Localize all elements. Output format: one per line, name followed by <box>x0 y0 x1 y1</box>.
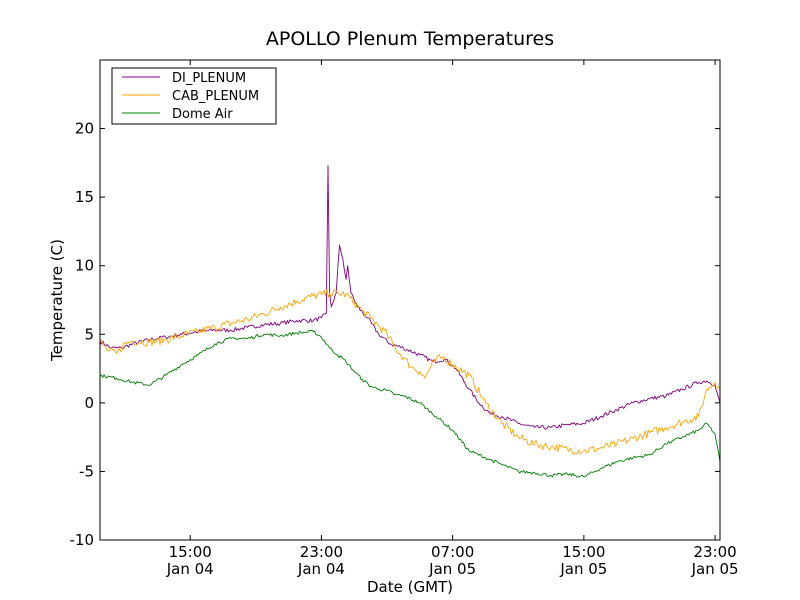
series-layer <box>100 165 720 478</box>
y-axis-label: Temperature (C) <box>48 239 66 362</box>
y-tick-label: 0 <box>84 394 94 412</box>
y-tick-label: -5 <box>79 462 94 480</box>
series-line-di-plenum <box>100 165 720 430</box>
x-tick-sublabel: Jan 04 <box>297 560 345 578</box>
legend-label-dome-air: Dome Air <box>172 107 233 122</box>
series-line-cab-plenum <box>100 289 720 455</box>
plot-area-frame <box>99 59 721 541</box>
x-tick-sublabel: Jan 04 <box>166 560 214 578</box>
y-tick-label: 15 <box>75 188 94 206</box>
x-tick-label: 15:00 <box>562 543 605 561</box>
series-line-dome-air <box>100 329 720 478</box>
y-tick-label: -10 <box>70 531 95 549</box>
legend-label-cab-plenum: CAB_PLENUM <box>172 89 259 104</box>
y-tick-label: 10 <box>75 257 94 275</box>
chart-title: APOLLO Plenum Temperatures <box>266 28 554 50</box>
y-tick-label: 20 <box>75 120 94 138</box>
x-tick-sublabel: Jan 05 <box>428 560 476 578</box>
x-tick-label: 15:00 <box>169 543 212 561</box>
x-tick-label: 23:00 <box>693 543 736 561</box>
y-tick-label: 5 <box>84 325 94 343</box>
legend-label-di-plenum: DI_PLENUM <box>172 71 246 86</box>
x-axis-label: Date (GMT) <box>367 578 453 596</box>
x-tick-sublabel: Jan 05 <box>691 560 739 578</box>
x-tick-label: 07:00 <box>431 543 474 561</box>
x-tick-label: 23:00 <box>300 543 343 561</box>
x-tick-sublabel: Jan 05 <box>559 560 607 578</box>
legend: DI_PLENUM CAB_PLENUM Dome Air <box>111 67 277 125</box>
